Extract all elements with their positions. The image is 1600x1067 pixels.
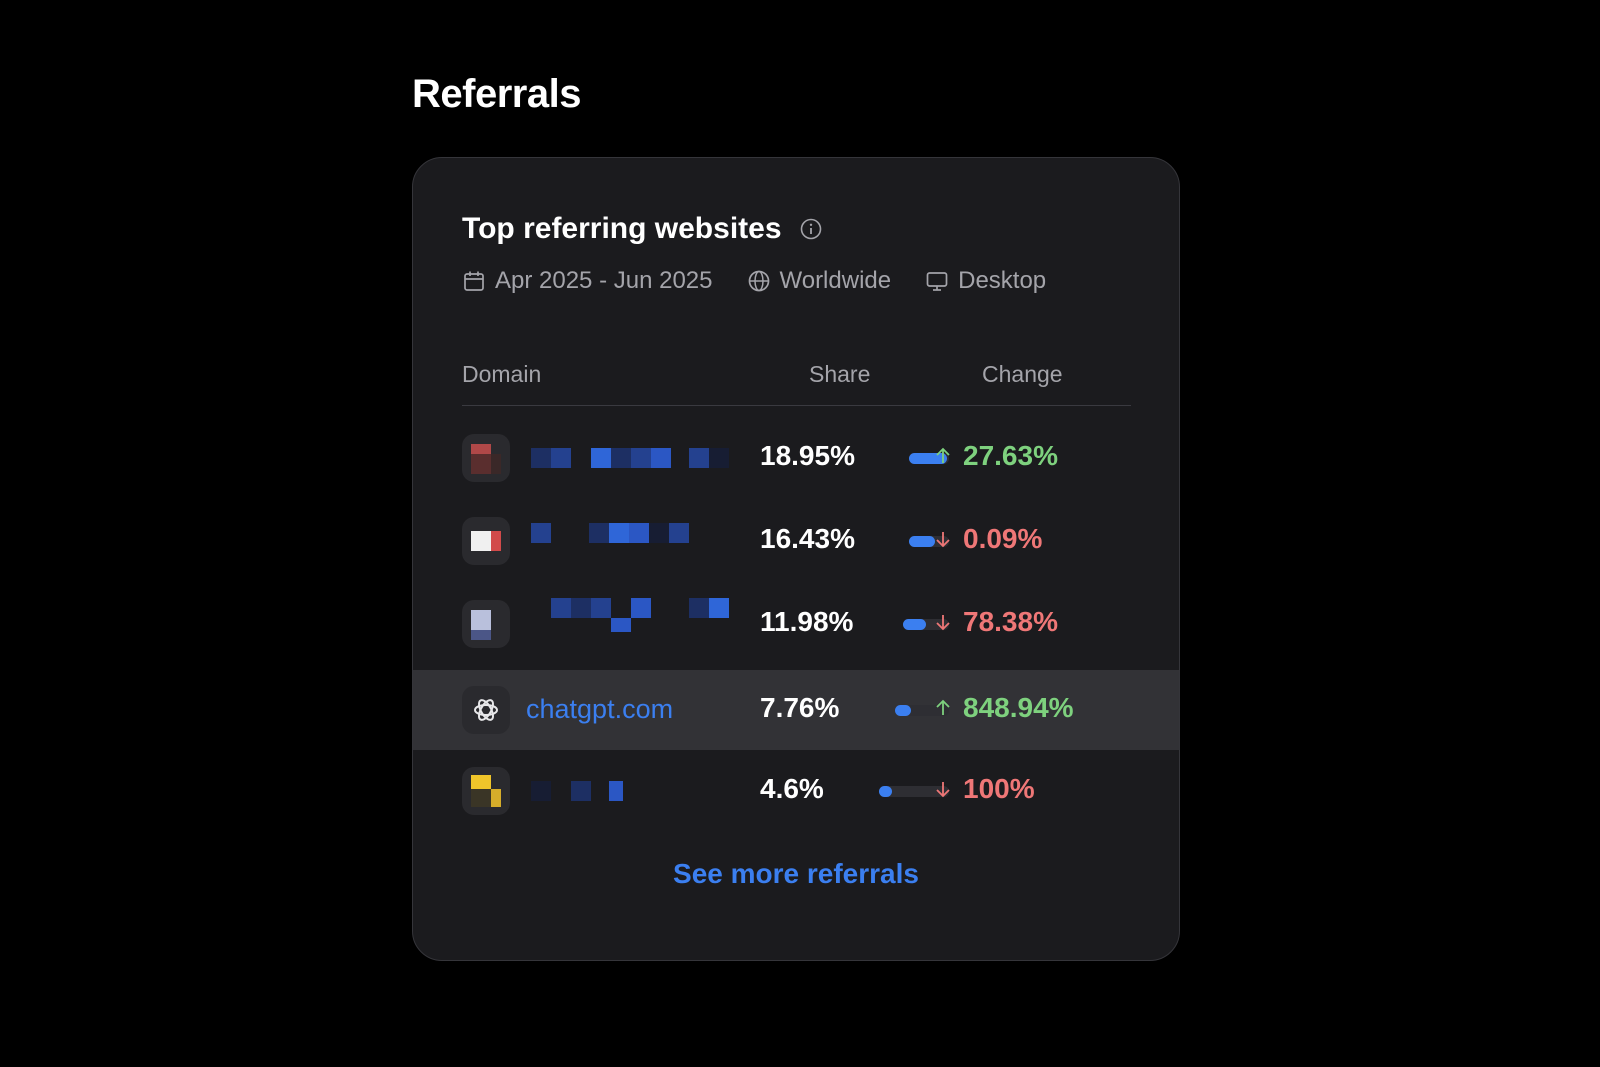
redacted-domain[interactable] (531, 418, 751, 498)
change-value-wrap: 78.38% (933, 606, 1058, 638)
share-value: 18.95% (760, 440, 855, 471)
table-header: Domain Share Change (462, 361, 1131, 406)
favicon-icon (462, 434, 510, 482)
share-value: 4.6% (760, 773, 824, 804)
change-value: 100% (963, 773, 1035, 804)
change-value: 78.38% (963, 606, 1058, 637)
share-bar (895, 705, 949, 716)
info-icon[interactable] (800, 218, 822, 240)
share-value: 16.43% (760, 523, 855, 554)
desktop-icon (925, 269, 949, 293)
chatgpt-logo-icon (462, 686, 510, 734)
table-row[interactable]: 16.43% 0.09% (413, 501, 1179, 581)
date-range-label: Apr 2025 - Jun 2025 (495, 267, 713, 294)
table-row[interactable]: 11.98% 78.38% (413, 584, 1179, 664)
change-value-wrap: 100% (933, 773, 1035, 805)
device-label: Desktop (958, 267, 1047, 294)
redacted-domain[interactable] (531, 501, 751, 581)
change-value: 27.63% (963, 440, 1058, 471)
change-value-wrap: 0.09% (933, 523, 1042, 555)
table-row-highlighted[interactable]: chatgpt.com 7.76% 848.94% (413, 670, 1179, 750)
see-more-referrals-link[interactable]: See more referrals (673, 858, 919, 889)
share-bar-fill (909, 536, 935, 547)
section-title: Referrals (412, 72, 581, 116)
arrow-up-icon (933, 698, 953, 718)
share-bar (879, 786, 949, 797)
arrow-down-icon (933, 529, 953, 549)
column-header-change[interactable]: Change (982, 361, 1063, 387)
share-value: 11.98% (760, 606, 854, 637)
table-row[interactable]: 4.6% 100% (413, 751, 1179, 831)
share-bar (909, 453, 949, 464)
region-filter[interactable]: Worldwide (747, 267, 892, 295)
device-filter[interactable]: Desktop (925, 267, 1046, 295)
change-value-wrap: 848.94% (933, 692, 1074, 724)
share-bar-fill (903, 619, 926, 630)
filters-bar: Apr 2025 - Jun 2025 Worldwide Desktop (462, 267, 1080, 295)
card-title: Top referring websites (462, 212, 782, 245)
region-label: Worldwide (779, 267, 892, 294)
column-header-domain[interactable]: Domain (462, 361, 542, 387)
redacted-domain[interactable] (531, 584, 751, 664)
globe-icon (747, 269, 771, 293)
column-header-share[interactable]: Share (809, 361, 871, 387)
table-row[interactable]: 18.95% 27.63% (413, 418, 1179, 498)
calendar-icon (462, 269, 486, 293)
favicon-icon (462, 517, 510, 565)
card-title-wrap: Top referring websites (462, 212, 822, 246)
change-value-wrap: 27.63% (933, 440, 1058, 472)
change-value: 0.09% (963, 523, 1043, 554)
domain-link-chatgpt[interactable]: chatgpt.com (526, 694, 674, 724)
share-bar-fill (909, 453, 947, 464)
favicon-icon (462, 767, 510, 815)
share-bar (903, 619, 949, 630)
change-value: 848.94% (963, 692, 1074, 723)
share-bar-fill (895, 705, 912, 716)
share-bar (909, 536, 949, 547)
share-bar-fill (879, 786, 892, 797)
arrow-up-icon (933, 446, 953, 466)
top-referrals-card: Top referring websites Apr 2025 - Jun 20… (412, 157, 1180, 961)
share-value: 7.76% (760, 692, 840, 723)
arrow-down-icon (933, 779, 953, 799)
arrow-down-icon (933, 612, 953, 632)
date-range-filter[interactable]: Apr 2025 - Jun 2025 (462, 267, 713, 295)
favicon-icon (462, 600, 510, 648)
redacted-domain[interactable] (531, 751, 751, 831)
